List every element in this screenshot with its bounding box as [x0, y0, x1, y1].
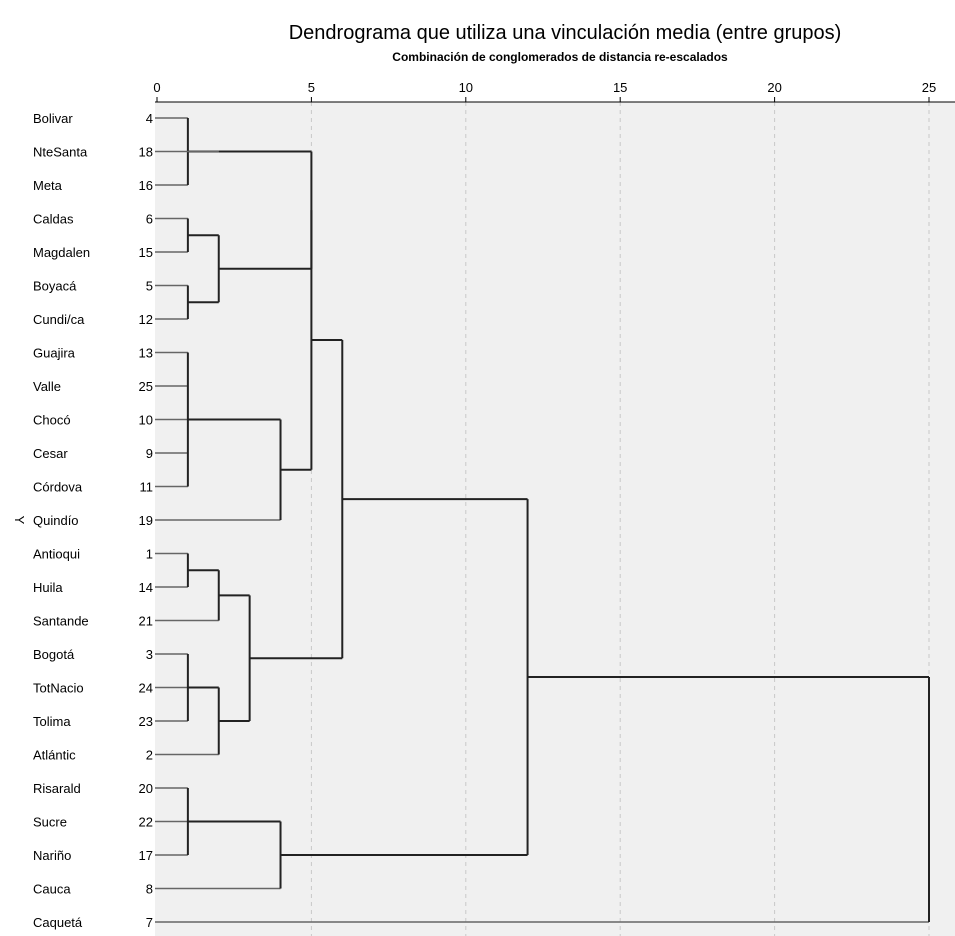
leaf-label-11: Córdova — [33, 480, 83, 495]
leaf-case-6: 12 — [139, 312, 153, 327]
leaf-label-4: Magdalen — [33, 245, 90, 260]
leaf-case-12: 19 — [139, 513, 153, 528]
leaf-case-1: 18 — [139, 145, 153, 160]
x-tick-label-5: 25 — [922, 80, 936, 95]
x-tick-label-4: 20 — [767, 80, 781, 95]
leaf-case-0: 4 — [146, 111, 153, 126]
x-tick-label-1: 5 — [308, 80, 315, 95]
leaf-label-3: Caldas — [33, 212, 74, 227]
leaf-label-14: Huila — [33, 580, 63, 595]
leaf-case-13: 1 — [146, 547, 153, 562]
leaf-case-19: 2 — [146, 748, 153, 763]
leaf-case-2: 16 — [139, 178, 153, 193]
leaf-case-3: 6 — [146, 212, 153, 227]
leaf-label-20: Risarald — [33, 781, 81, 796]
leaf-label-5: Boyacá — [33, 279, 77, 294]
leaf-label-15: Santande — [33, 614, 89, 629]
leaf-label-6: Cundi/ca — [33, 312, 85, 327]
leaf-label-7: Guajira — [33, 346, 76, 361]
leaf-case-24: 7 — [146, 915, 153, 930]
leaf-case-9: 10 — [139, 413, 153, 428]
leaf-label-0: Bolivar — [33, 111, 73, 126]
leaf-label-13: Antioqui — [33, 547, 80, 562]
plot-area — [155, 102, 955, 936]
leaf-label-2: Meta — [33, 178, 63, 193]
leaf-label-16: Bogotá — [33, 647, 75, 662]
leaf-case-17: 24 — [139, 681, 153, 696]
leaf-case-8: 25 — [139, 379, 153, 394]
leaf-label-19: Atlántic — [33, 748, 76, 763]
leaf-case-23: 8 — [146, 882, 153, 897]
leaf-label-24: Caquetá — [33, 915, 83, 930]
leaf-case-15: 21 — [139, 614, 153, 629]
leaf-case-18: 23 — [139, 714, 153, 729]
x-tick-label-0: 0 — [153, 80, 160, 95]
leaf-case-22: 17 — [139, 848, 153, 863]
leaf-label-18: Tolima — [33, 714, 71, 729]
leaf-case-16: 3 — [146, 647, 153, 662]
y-axis-label: Y — [12, 516, 27, 525]
leaf-case-21: 22 — [139, 815, 153, 830]
x-axis: 0 5 10 15 20 25 — [153, 80, 955, 103]
leaf-label-21: Sucre — [33, 815, 67, 830]
leaf-label-17: TotNacio — [33, 681, 84, 696]
leaf-label-12: Quindío — [33, 513, 79, 528]
leaf-case-11: 11 — [140, 480, 154, 495]
leaf-case-14: 14 — [139, 580, 153, 595]
leaf-label-1: NteSanta — [33, 145, 88, 160]
leaf-case-10: 9 — [146, 446, 153, 461]
dendrogram-branches — [155, 117, 930, 923]
leaf-label-8: Valle — [33, 379, 61, 394]
leaf-case-20: 20 — [139, 781, 153, 796]
leaf-label-10: Cesar — [33, 446, 68, 461]
leaf-case-5: 5 — [146, 279, 153, 294]
leaf-label-9: Chocó — [33, 413, 71, 428]
x-tick-label-3: 15 — [613, 80, 627, 95]
leaf-label-23: Cauca — [33, 882, 71, 897]
leaf-case-4: 15 — [139, 245, 153, 260]
x-tick-label-2: 10 — [459, 80, 473, 95]
chart-title: Dendrograma que utiliza una vinculación … — [289, 22, 842, 44]
leaf-label-22: Nariño — [33, 848, 71, 863]
chart-subtitle: Combinación de conglomerados de distanci… — [392, 50, 728, 64]
leaf-case-7: 13 — [139, 346, 153, 361]
